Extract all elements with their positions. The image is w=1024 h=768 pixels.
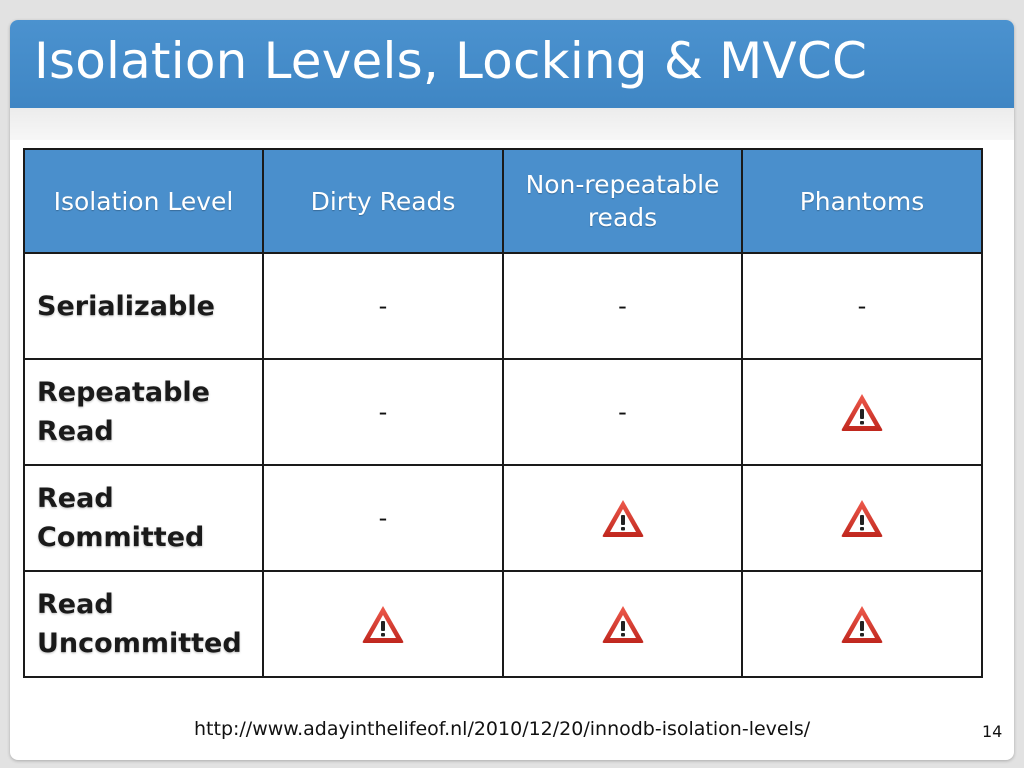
isolation-level-name: Read Uncommitted — [23, 570, 264, 678]
header-phantoms: Phantoms — [741, 148, 983, 254]
warning-icon — [840, 392, 884, 432]
table-cell — [741, 464, 983, 572]
header-non-repeatable-reads: Non-repeatable reads — [502, 148, 743, 254]
title-sub-band — [10, 108, 1014, 140]
table-cell: - — [262, 358, 504, 466]
isolation-level-name: Read Committed — [23, 464, 264, 572]
footer-url: http://www.adayinthelifeof.nl/2010/12/20… — [194, 718, 811, 740]
header-dirty-reads: Dirty Reads — [262, 148, 504, 254]
table-cell: - — [502, 358, 743, 466]
table-row: Repeatable Read - - — [23, 358, 983, 466]
table-cell: - — [741, 252, 983, 360]
warning-icon — [601, 604, 645, 644]
table-cell — [262, 570, 504, 678]
not-applicable-dash: - — [857, 292, 867, 320]
table-cell — [741, 358, 983, 466]
warning-icon — [840, 604, 884, 644]
not-applicable-dash: - — [378, 504, 388, 532]
table-cell: - — [262, 464, 504, 572]
table-row: Read Uncommitted — [23, 570, 983, 678]
table-header-row: Isolation Level Dirty Reads Non-repeatab… — [23, 148, 983, 254]
table-cell — [502, 464, 743, 572]
table-cell: - — [502, 252, 743, 360]
header-non-repeatable-reads-label: Non-repeatable reads — [525, 170, 720, 232]
table-cell — [502, 570, 743, 678]
slide-title: Isolation Levels, Locking & MVCC — [34, 32, 868, 90]
not-applicable-dash: - — [618, 292, 627, 320]
isolation-levels-table: Isolation Level Dirty Reads Non-repeatab… — [23, 148, 983, 678]
warning-icon — [601, 498, 645, 538]
not-applicable-dash: - — [618, 398, 627, 426]
warning-icon — [361, 604, 405, 644]
isolation-level-name: Repeatable Read — [23, 358, 264, 466]
table-row: Read Committed - — [23, 464, 983, 572]
table-cell — [741, 570, 983, 678]
not-applicable-dash: - — [378, 292, 388, 320]
table-row: Serializable - - - — [23, 252, 983, 360]
not-applicable-dash: - — [378, 398, 388, 426]
table-body: Serializable - - - Repeatable Read - - Read Com… — [23, 252, 983, 678]
table-cell: - — [262, 252, 504, 360]
page-number: 14 — [982, 722, 1003, 741]
isolation-level-name: Serializable — [23, 252, 264, 360]
warning-icon — [840, 498, 884, 538]
title-bar: Isolation Levels, Locking & MVCC — [10, 20, 1014, 108]
header-isolation-level: Isolation Level — [23, 148, 264, 254]
